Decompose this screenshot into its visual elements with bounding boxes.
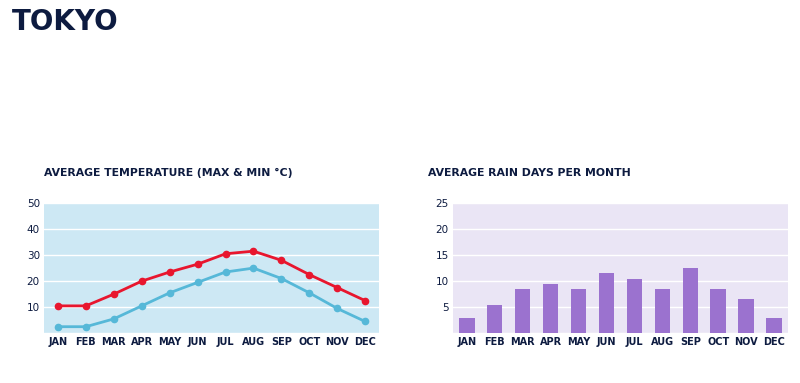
Bar [487, 304, 502, 333]
Bar [515, 289, 530, 333]
Bar [626, 278, 642, 333]
Bar [598, 273, 614, 333]
Text: TOKYO: TOKYO [12, 8, 118, 36]
Bar [571, 289, 586, 333]
Bar [654, 289, 670, 333]
Text: AVERAGE RAIN DAYS PER MONTH: AVERAGE RAIN DAYS PER MONTH [428, 168, 630, 178]
Bar [766, 318, 782, 333]
Bar [682, 268, 698, 333]
Bar [710, 289, 726, 333]
Bar [543, 284, 558, 333]
Text: AVERAGE TEMPERATURE (MAX & MIN °C): AVERAGE TEMPERATURE (MAX & MIN °C) [44, 168, 293, 178]
Bar [459, 318, 474, 333]
Bar [738, 300, 754, 333]
